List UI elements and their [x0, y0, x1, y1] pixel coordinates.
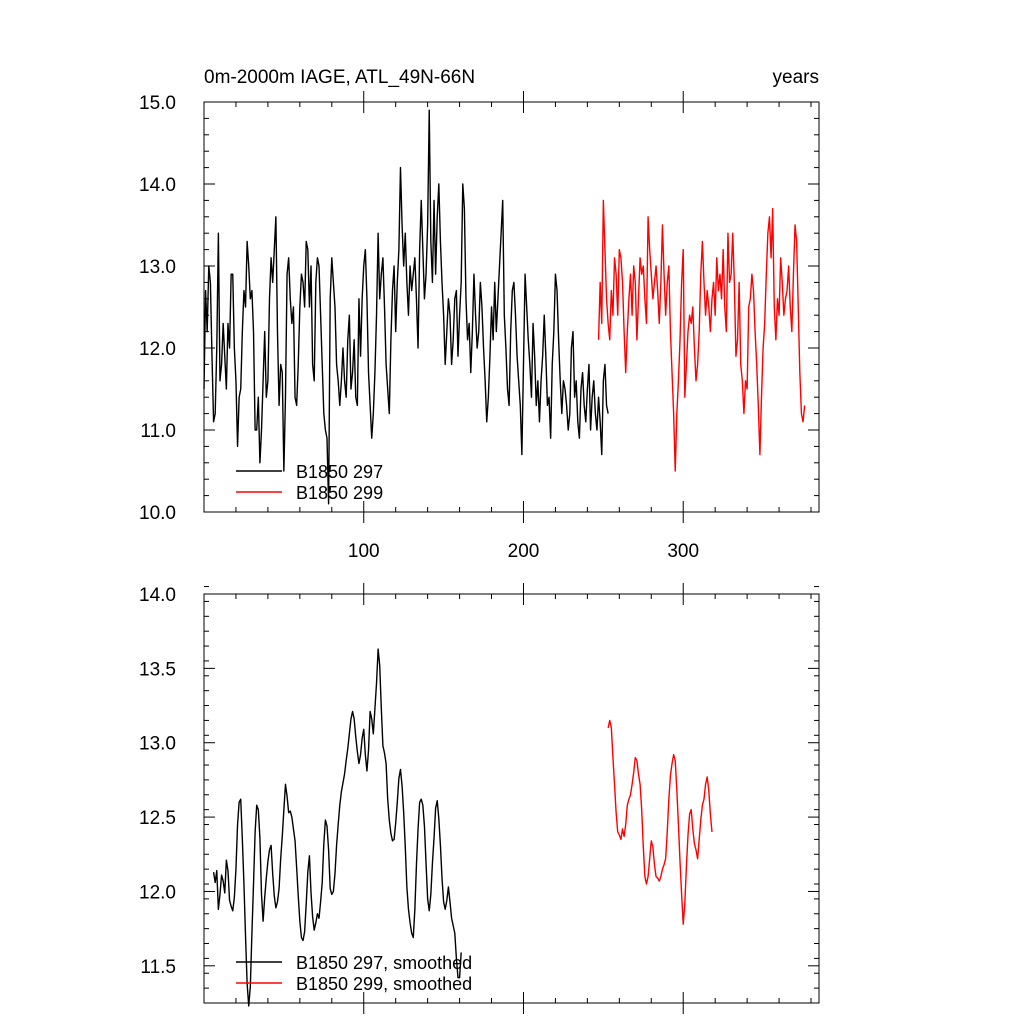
series-line-b1850-299 [597, 199, 806, 472]
top-panel: 0m-2000m IAGE, ATL_49N-66N years 10.0 11.… [139, 67, 820, 562]
y-tick-label: 15.0 [139, 93, 176, 114]
y-tick-label: 11.0 [140, 421, 176, 442]
series-line-b1850-299-smoothed [607, 719, 713, 925]
y-tick-label: 13.5 [139, 659, 176, 680]
legend-label-b1850-297-smoothed: B1850 297, smoothed [296, 953, 472, 973]
y-tick-label: 12.5 [139, 808, 176, 829]
x-tick-label: 300 [667, 541, 699, 562]
top-panel-frame [203, 101, 820, 513]
top-panel-units: years [773, 67, 819, 88]
x-tick-label: 100 [348, 541, 380, 562]
y-tick-label: 13.0 [139, 257, 176, 278]
top-panel-series [203, 109, 806, 505]
y-tick-label: 12.0 [139, 339, 176, 360]
bottom-panel-series [212, 648, 713, 1007]
legend-label-b1850-299: B1850 299 [296, 483, 383, 503]
y-tick-label: 14.0 [139, 585, 176, 606]
series-line-b1850-297 [203, 109, 609, 505]
series-line-b1850-297-smoothed [212, 648, 462, 1007]
x-tick-label: 200 [508, 541, 540, 562]
bottom-panel-ticks [204, 583, 819, 1014]
bottom-panel-legend: B1850 297, smoothed B1850 299, smoothed [236, 953, 472, 994]
legend-label-b1850-299-smoothed: B1850 299, smoothed [296, 974, 472, 994]
top-panel-title: 0m-2000m IAGE, ATL_49N-66N [204, 67, 475, 88]
top-panel-tick-labels: 10.0 11.0 12.0 13.0 14.0 15.0 100 200 300 [139, 93, 699, 562]
bottom-panel-tick-labels: 11.5 12.0 12.5 13.0 13.5 14.0 [139, 585, 176, 978]
bottom-panel-frame [203, 593, 820, 1004]
legend-label-b1850-297: B1850 297 [296, 462, 383, 482]
y-tick-label: 14.0 [139, 175, 176, 196]
y-tick-label: 11.5 [140, 957, 176, 978]
y-tick-label: 10.0 [139, 503, 176, 524]
bottom-panel: 11.5 12.0 12.5 13.0 13.5 14.0 B1850 297, smoo… [139, 583, 820, 1014]
y-tick-label: 12.0 [139, 882, 176, 903]
top-panel-legend: B1850 297 B1850 299 [236, 462, 383, 503]
y-tick-label: 13.0 [139, 734, 176, 755]
top-panel-ticks [204, 91, 819, 523]
